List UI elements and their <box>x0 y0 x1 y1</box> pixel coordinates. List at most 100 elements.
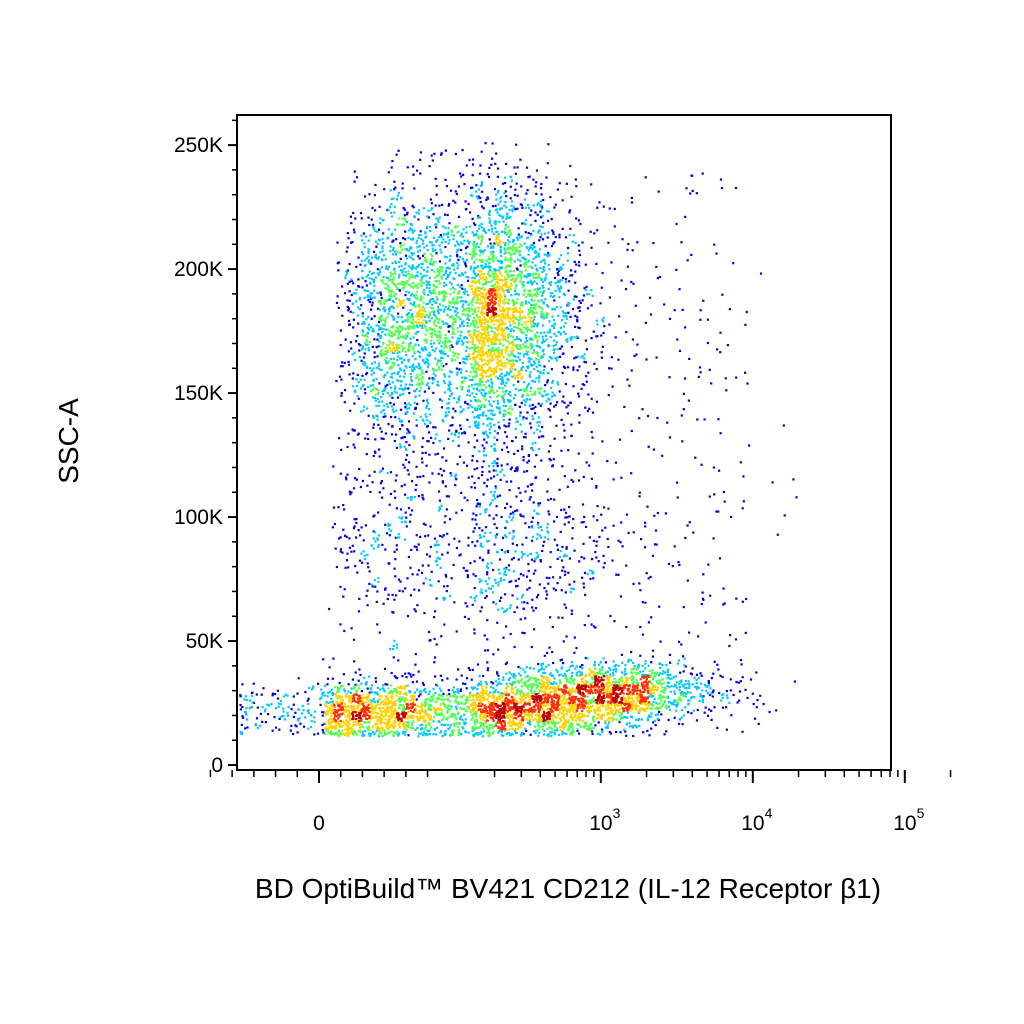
data-point <box>545 176 548 179</box>
data-point <box>485 595 488 598</box>
data-point <box>378 268 381 271</box>
data-point <box>323 711 326 714</box>
data-point <box>422 242 425 245</box>
data-point <box>547 733 550 736</box>
data-point <box>481 735 484 738</box>
data-point <box>317 682 320 685</box>
data-point <box>535 344 538 347</box>
data-point <box>414 267 417 270</box>
data-point <box>361 334 364 337</box>
data-point <box>407 236 410 239</box>
data-point <box>459 318 462 321</box>
data-point <box>596 206 599 209</box>
data-point <box>398 273 401 276</box>
data-point <box>488 470 491 473</box>
data-point <box>562 292 565 295</box>
data-point <box>492 493 495 496</box>
data-point <box>729 634 732 637</box>
data-point <box>558 281 561 284</box>
data-point <box>299 722 302 725</box>
data-point <box>450 371 453 374</box>
data-point <box>327 691 330 694</box>
data-point <box>492 475 496 478</box>
data-point <box>451 264 454 267</box>
data-point <box>351 678 354 681</box>
data-point <box>536 338 539 342</box>
data-point <box>738 690 742 693</box>
data-point <box>412 173 415 176</box>
data-point <box>467 385 470 388</box>
data-point <box>517 487 520 490</box>
data-point <box>636 343 639 346</box>
data-point <box>468 158 471 162</box>
data-point <box>507 679 510 682</box>
data-point <box>448 259 451 262</box>
data-point <box>489 432 492 435</box>
data-point <box>266 703 269 706</box>
data-point <box>532 407 535 410</box>
data-point <box>592 539 595 542</box>
data-point <box>454 473 457 476</box>
data-point <box>382 254 385 257</box>
data-point <box>413 691 416 694</box>
data-point <box>425 400 429 403</box>
data-point <box>505 568 508 571</box>
data-point <box>446 354 449 358</box>
data-point <box>597 721 600 724</box>
data-point <box>505 732 508 736</box>
data-point <box>461 339 464 342</box>
data-point <box>339 536 342 539</box>
data-point <box>676 681 679 684</box>
data-point <box>444 240 447 243</box>
data-point <box>401 187 404 190</box>
data-point <box>525 302 528 305</box>
data-point <box>782 424 785 427</box>
data-point <box>711 691 714 694</box>
data-point <box>451 714 454 717</box>
data-point <box>354 292 358 295</box>
data-point <box>719 331 722 334</box>
data-point <box>526 281 529 285</box>
data-point <box>590 477 593 480</box>
data-point <box>573 260 576 263</box>
data-point <box>367 323 371 326</box>
data-point <box>426 270 429 273</box>
data-point <box>410 268 414 271</box>
data-point <box>548 328 551 331</box>
data-point <box>471 541 474 544</box>
data-point <box>379 427 382 430</box>
data-point <box>412 434 415 438</box>
data-point <box>553 339 556 342</box>
data-point <box>399 393 402 396</box>
data-point <box>514 729 517 733</box>
data-point <box>395 253 398 256</box>
data-point <box>372 225 375 228</box>
data-point <box>413 437 416 440</box>
data-point <box>553 538 556 541</box>
data-point <box>396 677 399 680</box>
data-point <box>660 686 664 689</box>
data-point <box>394 271 397 274</box>
data-point <box>255 717 259 720</box>
data-point <box>687 711 690 714</box>
data-point <box>547 210 550 213</box>
data-point <box>422 254 425 257</box>
data-point <box>486 245 490 248</box>
data-point <box>400 517 403 520</box>
data-point <box>646 719 649 722</box>
data-point <box>601 529 604 532</box>
data-point <box>431 303 434 306</box>
data-point <box>542 286 545 289</box>
data-point <box>574 469 577 472</box>
data-point <box>482 252 485 255</box>
data-point <box>348 323 351 326</box>
data-point <box>473 395 476 399</box>
data-point <box>570 587 573 590</box>
data-point <box>424 691 427 694</box>
data-point <box>354 683 357 686</box>
data-point <box>404 731 407 734</box>
data-point <box>453 234 456 237</box>
data-point <box>648 675 652 678</box>
data-point <box>570 195 573 198</box>
data-point <box>548 576 551 580</box>
